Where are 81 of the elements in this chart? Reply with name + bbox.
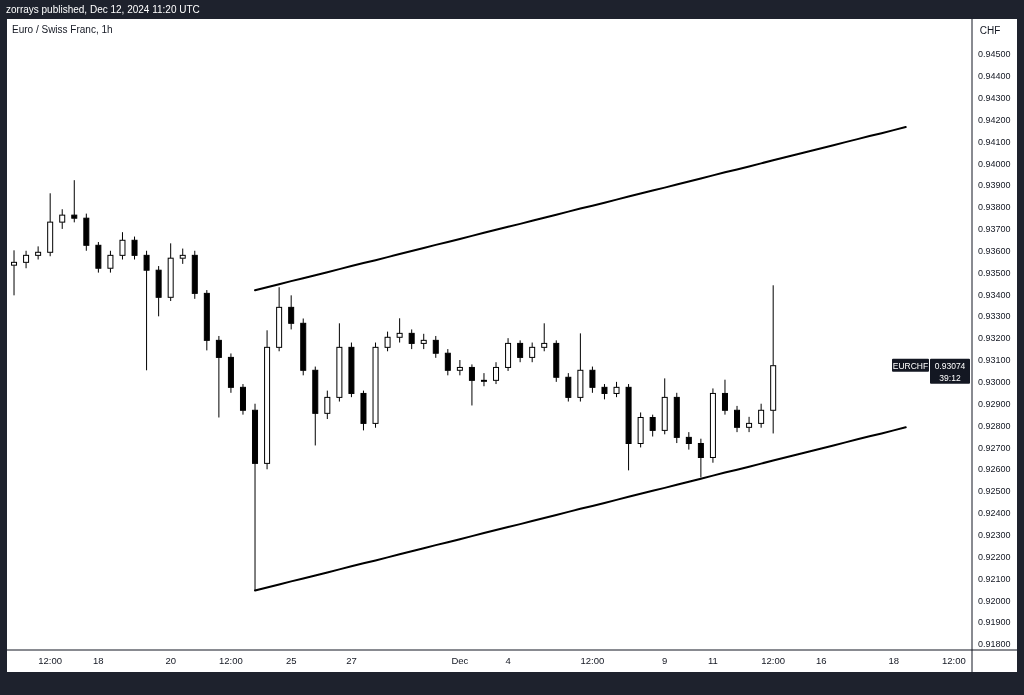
y-tick-label: 0.94100 <box>978 136 1011 147</box>
candlestick <box>215 335 222 418</box>
y-tick-label: 0.92300 <box>978 529 1011 540</box>
candlestick <box>709 387 716 464</box>
y-tick-label: 0.93600 <box>978 245 1011 256</box>
x-tick-label: 25 <box>285 655 297 666</box>
x-tick-label: 18 <box>93 655 104 666</box>
y-tick-label: 0.93700 <box>978 224 1011 235</box>
y-tick-label: 0.92000 <box>978 595 1011 606</box>
candlestick <box>227 352 234 394</box>
candlestick <box>577 332 584 403</box>
candlestick <box>11 249 18 296</box>
x-tick-label: 4 <box>505 655 511 666</box>
candlestick <box>95 241 102 274</box>
y-tick-label: 0.91900 <box>978 617 1011 628</box>
annotation: EURCHF <box>892 360 929 371</box>
candlestick <box>276 286 283 352</box>
y-tick-label: 0.92600 <box>978 464 1011 475</box>
y-tick-label: 0.92200 <box>978 551 1011 562</box>
y-tick-label: 0.94500 <box>978 49 1011 60</box>
x-tick-label: Dec <box>451 655 469 666</box>
candlestick <box>493 361 500 385</box>
y-tick-label: 0.93300 <box>978 311 1011 322</box>
candlestick <box>480 372 487 387</box>
chart-title: Euro / Swiss Franc, 1h <box>12 24 113 35</box>
x-tick-label: 18 <box>888 655 899 666</box>
line-series <box>254 126 907 292</box>
candlestick <box>119 231 126 260</box>
annotation: 0.93074 <box>934 360 966 371</box>
candlestick <box>734 405 741 433</box>
y-tick-label: 0.94200 <box>978 114 1011 125</box>
y-tick-label: 0.93800 <box>978 202 1011 213</box>
candlestick <box>23 250 30 269</box>
candlestick <box>239 383 246 416</box>
candlestick <box>770 284 777 434</box>
y-tick-label: 0.93500 <box>978 267 1011 278</box>
y-tick-label: 0.92500 <box>978 486 1011 497</box>
y-axis-title: CHF <box>979 25 1001 36</box>
candlestick <box>685 431 692 451</box>
x-tick-label: 11 <box>707 655 718 666</box>
candlestick <box>625 383 632 471</box>
y-tick-label: 0.91800 <box>978 639 1011 650</box>
x-tick-label: 20 <box>165 655 176 666</box>
candlestick <box>264 329 271 470</box>
candlestick <box>697 438 704 478</box>
y-tick-label: 0.94000 <box>978 158 1011 169</box>
x-tick-label: 16 <box>816 655 827 666</box>
y-tick-label: 0.94300 <box>978 92 1011 103</box>
x-tick-label: 12:00 <box>38 655 63 666</box>
annotation: 39:12 <box>939 372 961 383</box>
x-tick-label: 12:00 <box>761 655 786 666</box>
y-tick-label: 0.93100 <box>978 355 1011 366</box>
candlestick <box>721 379 728 416</box>
candlestick <box>505 337 512 372</box>
y-tick-label: 0.93900 <box>978 180 1011 191</box>
candlestick <box>203 289 210 351</box>
y-tick-label: 0.92800 <box>978 420 1011 431</box>
y-tick-label: 0.92100 <box>978 573 1011 584</box>
candlestick <box>517 339 524 363</box>
candlestick <box>35 245 42 260</box>
y-tick-label: 0.92900 <box>978 398 1011 409</box>
candlestick <box>746 416 753 433</box>
candlestick <box>468 363 475 406</box>
x-tick-label: 12:00 <box>580 655 605 666</box>
x-tick-label: 9 <box>662 655 668 666</box>
chart-subtitle: zorrays published, Dec 12, 2024 11:20 UTC <box>6 4 200 15</box>
x-tick-label: 12:00 <box>219 655 243 666</box>
candlestick <box>565 372 572 403</box>
candlestick <box>396 317 403 344</box>
candlestick <box>155 265 162 317</box>
y-tick-label: 0.92400 <box>978 508 1011 519</box>
candlestick <box>758 403 765 429</box>
y-tick-label: 0.94400 <box>978 71 1011 82</box>
y-tick-label: 0.93000 <box>978 377 1011 388</box>
x-tick-label: 12:00 <box>942 655 966 666</box>
candlestick <box>336 322 343 403</box>
x-tick-label: 27 <box>346 655 357 666</box>
y-tick-label: 0.93200 <box>978 333 1011 344</box>
y-tick-label: 0.93400 <box>978 289 1011 300</box>
y-tick-label: 0.92700 <box>978 442 1011 453</box>
candlestick <box>456 359 463 376</box>
